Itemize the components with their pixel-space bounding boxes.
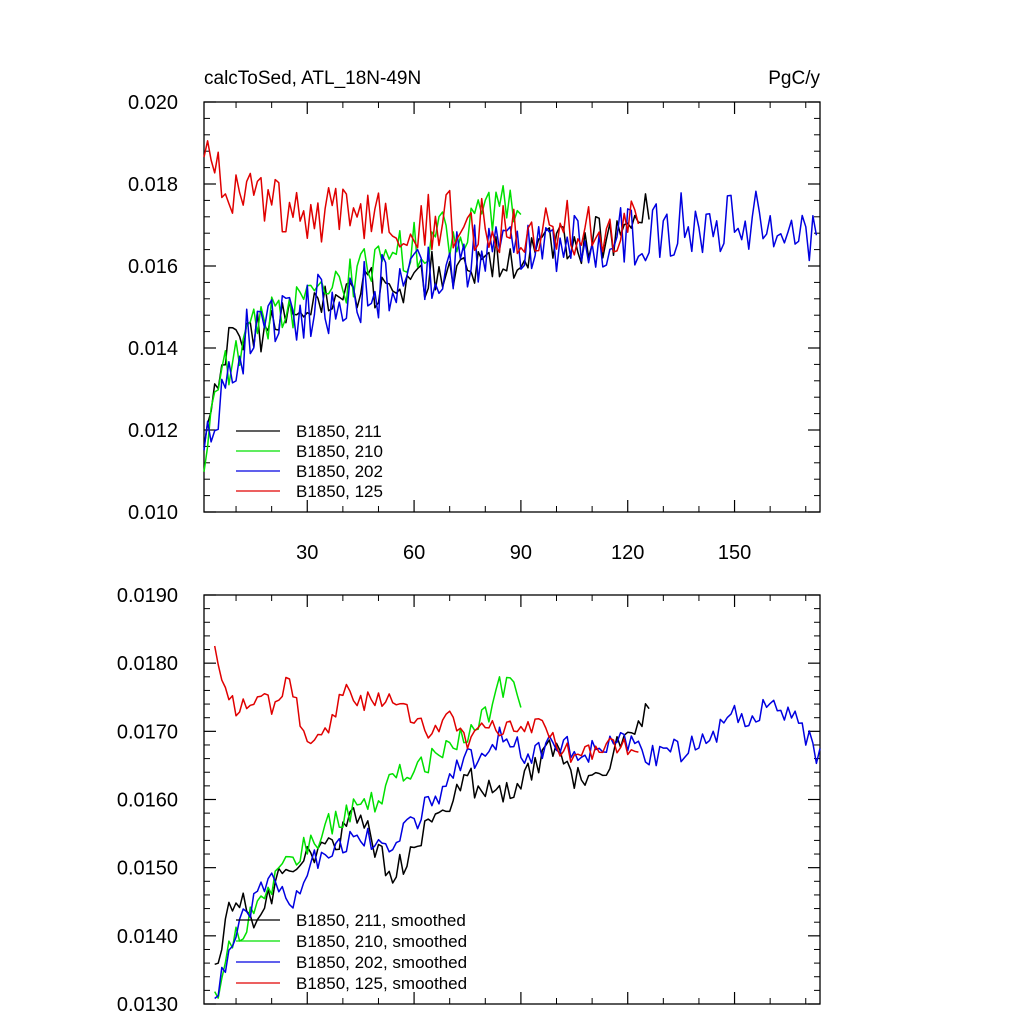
top-chart-title: calcToSed, ATL_18N-49N [204,68,421,89]
top-chart-units: PgC/y [768,68,820,89]
legend-label-211-smoothed: B1850, 211, smoothed [296,911,466,930]
top-series-line-1 [203,184,522,472]
bottom-panel: 0.0130 0.0140 0.0150 0.0160 0.0170 0.0180 0.01… [117,585,821,1016]
bottom-ytick-label: 0.0130 [117,994,178,1016]
bottom-series-line-1 [214,676,522,999]
top-series-line-2 [203,190,818,451]
legend-label-210: B1850, 210 [296,442,383,461]
top-ytick-label: 0.020 [128,92,178,114]
legend-label-125-smoothed: B1850, 125, smoothed [296,974,467,993]
top-panel: calcToSed, ATL_18N-49N PgC/y 0.0100.0120… [128,68,821,564]
bottom-ytick-label: 0.0160 [117,790,178,812]
top-xtick-label: 60 [403,542,425,564]
bottom-ytick-label: 0.0170 [117,721,178,743]
bottom-ytick-label: 0.0190 [117,585,178,607]
legend-label-125: B1850, 125 [296,482,383,501]
bottom-ytick-label: 0.0180 [117,653,178,675]
top-legend: B1850, 211 B1850, 210 B1850, 202 B1850, … [236,422,383,501]
top-axis-ticks: 0.010 0.012 0.014 0.016 0.018 0.020 30 60 90 120 1… [128,92,820,564]
legend-label-202-smoothed: B1850, 202, smoothed [296,953,467,972]
top-xtick-label: 150 [718,542,751,564]
bottom-series-group [213,645,821,1000]
top-xtick-label: 120 [611,542,644,564]
legend-label-210-smoothed: B1850, 210, smoothed [296,932,467,951]
top-xtick-label: 30 [296,542,318,564]
top-plot-frame [203,101,821,513]
bottom-ytick-label: 0.0140 [117,926,178,948]
top-ytick-label: 0.010 [128,502,178,524]
bottom-ytick-label: 0.0150 [117,858,178,880]
top-ytick-label: 0.016 [128,256,178,278]
top-ytick-label: 0.018 [128,174,178,196]
top-xtick-label: 90 [510,542,532,564]
top-series-group [203,140,818,472]
top-series-line-3 [203,140,640,256]
bottom-series-line-0 [214,703,650,966]
bottom-legend: B1850, 211, smoothed B1850, 210, smoothe… [236,911,467,993]
legend-label-211: B1850, 211 [296,422,382,441]
top-ytick-label: 0.012 [128,420,178,442]
top-series-line-0 [203,193,650,448]
bottom-series-line-2 [214,698,821,1000]
top-ytick-label: 0.014 [128,338,178,360]
bottom-axis-ticks: 0.0130 0.0140 0.0150 0.0160 0.0170 0.0180 0.01… [117,585,820,1016]
bottom-series-line-3 [213,645,639,763]
legend-label-202: B1850, 202 [296,462,383,481]
